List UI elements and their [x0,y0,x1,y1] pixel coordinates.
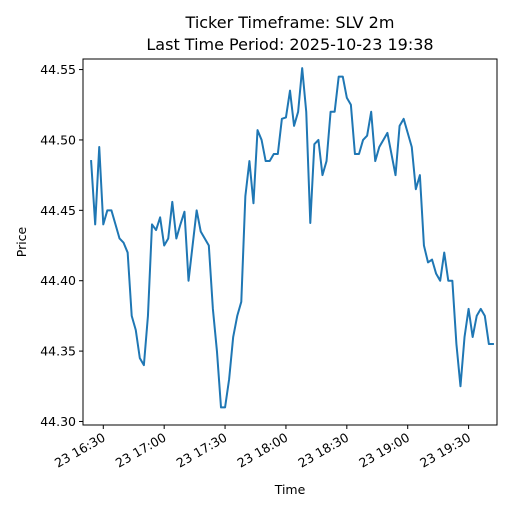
y-tick-label: 44.30 [40,414,76,429]
series-line-0 [90,67,494,409]
y-tick-label: 44.55 [40,62,76,77]
y-tick-label: 44.40 [40,273,76,288]
y-tick-label: 44.50 [40,132,76,147]
chart-title-line2: Last Time Period: 2025-10-23 19:38 [146,35,433,54]
chart-title-line1: Ticker Timeframe: SLV 2m [185,13,395,32]
y-tick-label: 44.45 [40,203,76,218]
y-axis-label: Price [14,226,29,257]
series-layer [90,67,494,409]
x-axis-label: Time [274,482,306,497]
y-tick-label: 44.35 [40,344,76,359]
y-axis: 44.30 44.35 44.40 44.45 44.50 44.55 [40,62,83,429]
plot-frame [82,58,498,426]
